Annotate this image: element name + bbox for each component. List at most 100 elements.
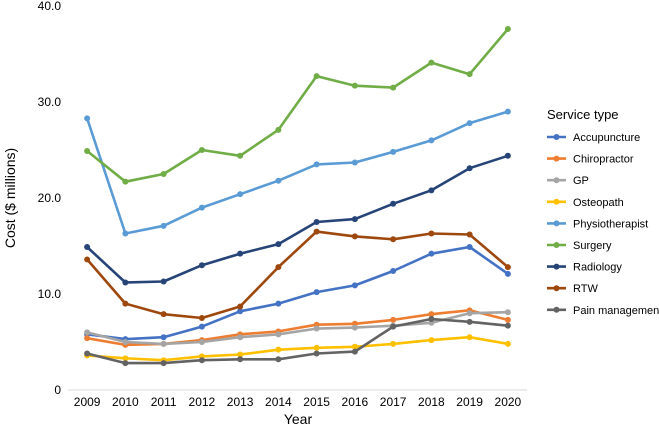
- data-point: [428, 187, 435, 194]
- data-point: [390, 148, 397, 155]
- data-point: [428, 250, 435, 257]
- data-point: [351, 348, 358, 355]
- data-point: [351, 324, 358, 331]
- x-tick-label: 2013: [227, 395, 254, 409]
- data-point: [275, 346, 282, 353]
- series-line: [85, 110, 510, 235]
- y-tick-label: 0: [54, 383, 61, 397]
- data-point: [275, 241, 282, 248]
- legend-marker: [553, 263, 560, 270]
- data-point: [198, 204, 205, 211]
- y-tick-label: 10.0: [38, 287, 62, 301]
- data-point: [390, 340, 397, 347]
- data-point: [313, 73, 320, 80]
- legend-label: Physiotherapist: [573, 218, 648, 230]
- data-point: [466, 318, 473, 325]
- data-point: [313, 228, 320, 235]
- data-point: [84, 350, 91, 357]
- y-tick-label: 30.0: [38, 95, 62, 109]
- data-point: [428, 137, 435, 144]
- data-point: [313, 350, 320, 357]
- data-point: [275, 264, 282, 271]
- legend-item: Accupuncture: [547, 132, 640, 144]
- series-line: [85, 27, 510, 183]
- legend-item: Radiology: [547, 262, 622, 274]
- data-point: [313, 289, 320, 296]
- data-point: [351, 159, 358, 166]
- data-point: [160, 171, 167, 177]
- data-point: [237, 152, 244, 159]
- legend-title: Service type: [547, 107, 619, 122]
- legend: Service type Accupuncture Chiropractor GP O…: [547, 107, 659, 317]
- x-tick-label: 2020: [495, 395, 522, 409]
- data-point: [504, 26, 511, 33]
- legend-marker: [553, 155, 560, 162]
- x-tick-labels: 2009 2010 2011 2012 2013 2014 2015 2016 2017 2018…: [74, 395, 522, 409]
- data-point: [160, 278, 167, 285]
- data-point: [122, 279, 129, 286]
- data-point: [466, 334, 473, 341]
- data-point: [390, 236, 397, 243]
- data-point: [351, 216, 358, 223]
- data-point: [313, 325, 320, 332]
- data-point: [351, 233, 358, 240]
- data-point: [390, 323, 397, 330]
- data-point: [504, 340, 511, 347]
- data-point: [313, 219, 320, 225]
- series-line: [85, 335, 510, 362]
- legend-label: RTW: [573, 283, 598, 295]
- data-point: [160, 311, 167, 318]
- x-tick-label: 2018: [418, 395, 445, 409]
- series-group: [84, 108, 511, 237]
- data-point: [313, 161, 320, 168]
- legend-marker: [553, 306, 560, 313]
- data-point: [428, 315, 435, 322]
- y-axis-title: Cost ($ millions): [2, 148, 18, 248]
- data-point: [428, 337, 435, 344]
- data-point: [122, 300, 129, 307]
- data-point: [84, 335, 91, 342]
- data-point: [122, 360, 129, 367]
- data-point: [160, 360, 167, 367]
- data-point: [198, 262, 205, 269]
- data-point: [313, 344, 320, 351]
- series-group: [84, 315, 511, 367]
- series-line: [85, 154, 510, 284]
- series-group: [84, 26, 511, 185]
- series-lines: [84, 26, 511, 367]
- x-tick-label: 2016: [342, 395, 369, 409]
- series-group: [84, 152, 511, 286]
- data-point: [504, 309, 511, 316]
- data-point: [351, 82, 358, 89]
- legend-item: Osteopath: [547, 197, 624, 209]
- x-tick-label: 2011: [151, 395, 177, 409]
- series-group: [84, 228, 511, 321]
- x-axis-title: Year: [284, 411, 313, 427]
- data-point: [275, 356, 282, 363]
- data-point: [504, 108, 511, 115]
- legend-marker: [553, 220, 560, 227]
- legend-label: Radiology: [573, 262, 622, 274]
- x-tick-label: 2015: [303, 395, 330, 409]
- data-point: [275, 300, 282, 307]
- legend-marker: [553, 242, 560, 248]
- legend-marker: [553, 198, 560, 205]
- legend-item: Pain management: [547, 305, 659, 317]
- data-point: [466, 310, 473, 317]
- data-point: [198, 357, 205, 364]
- data-point: [198, 339, 205, 345]
- data-point: [237, 334, 244, 341]
- data-point: [160, 334, 167, 341]
- data-point: [275, 126, 282, 133]
- legend-items: Accupuncture Chiropractor GP Osteopath Physi…: [547, 132, 659, 317]
- data-point: [122, 178, 129, 185]
- data-point: [390, 316, 397, 323]
- legend-label: Pain management: [573, 305, 659, 317]
- legend-item: Chiropractor: [547, 154, 634, 166]
- data-point: [351, 282, 358, 289]
- data-point: [466, 231, 473, 238]
- legend-item: Physiotherapist: [547, 218, 648, 230]
- data-point: [122, 230, 129, 237]
- legend-marker: [553, 134, 560, 140]
